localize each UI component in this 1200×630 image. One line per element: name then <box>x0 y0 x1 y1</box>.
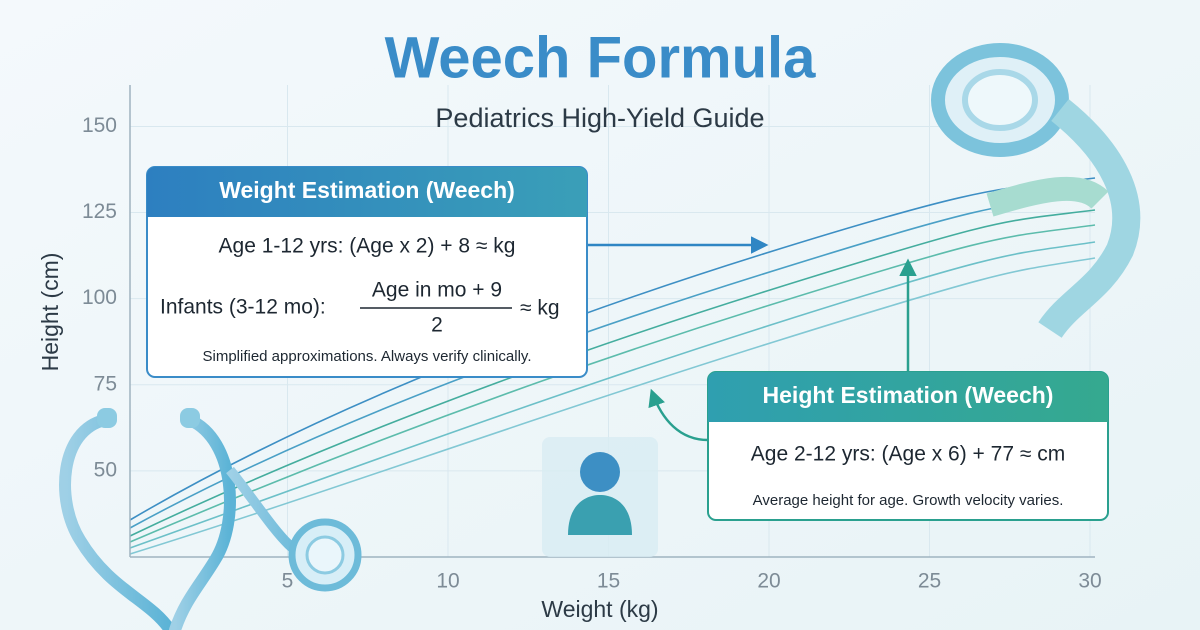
y-tick-label: 150 <box>82 114 117 137</box>
x-tick-label: 10 <box>436 570 459 593</box>
callout-header <box>147 167 587 217</box>
formula: Age 1-12 yrs: (Age x 2) + 8 ≈ kg <box>219 235 516 258</box>
y-tick-label: 75 <box>94 372 117 395</box>
x-tick-label: 5 <box>282 570 294 593</box>
callout-header <box>708 372 1108 422</box>
fraction-denominator: 2 <box>431 314 443 337</box>
child-icon <box>542 437 658 557</box>
height-callout: Height Estimation (Weech) Age 2-12 yrs: … <box>707 371 1109 521</box>
y-tick-label: 125 <box>82 200 117 223</box>
callout-note: Average height for age. Growth velocity … <box>753 492 1064 509</box>
formula-unit: ≈ kg <box>520 297 560 320</box>
callout-title: Height Estimation (Weech) <box>763 382 1054 408</box>
fraction-numerator: Age in mo + 9 <box>372 279 502 302</box>
weight-callout: Weight Estimation (Weech) Age 1-12 yrs: … <box>146 166 588 378</box>
arrow <box>648 388 709 442</box>
x-tick-label: 15 <box>597 570 620 593</box>
title: Weech Formula <box>385 25 817 90</box>
y-tick-label: 100 <box>82 286 117 309</box>
callout-title: Weight Estimation (Weech) <box>219 177 515 203</box>
formula-label: Infants (3-12 mo): <box>160 296 326 319</box>
callout-note: Simplified approximations. Always verify… <box>202 348 531 365</box>
subtitle: Pediatrics High-Yield Guide <box>435 103 764 133</box>
x-tick-label: 25 <box>918 570 941 593</box>
y-axis-label: Height (cm) <box>37 253 63 372</box>
y-tick-label: 50 <box>94 458 117 481</box>
formula: Age 2-12 yrs: (Age x 6) + 77 ≈ cm <box>751 443 1065 466</box>
x-axis-label: Weight (kg) <box>541 596 658 622</box>
stethoscope-icon <box>59 408 362 630</box>
tape-measure-icon <box>931 43 1141 339</box>
x-tick-label: 20 <box>757 570 780 593</box>
x-tick-label: 30 <box>1078 570 1101 593</box>
